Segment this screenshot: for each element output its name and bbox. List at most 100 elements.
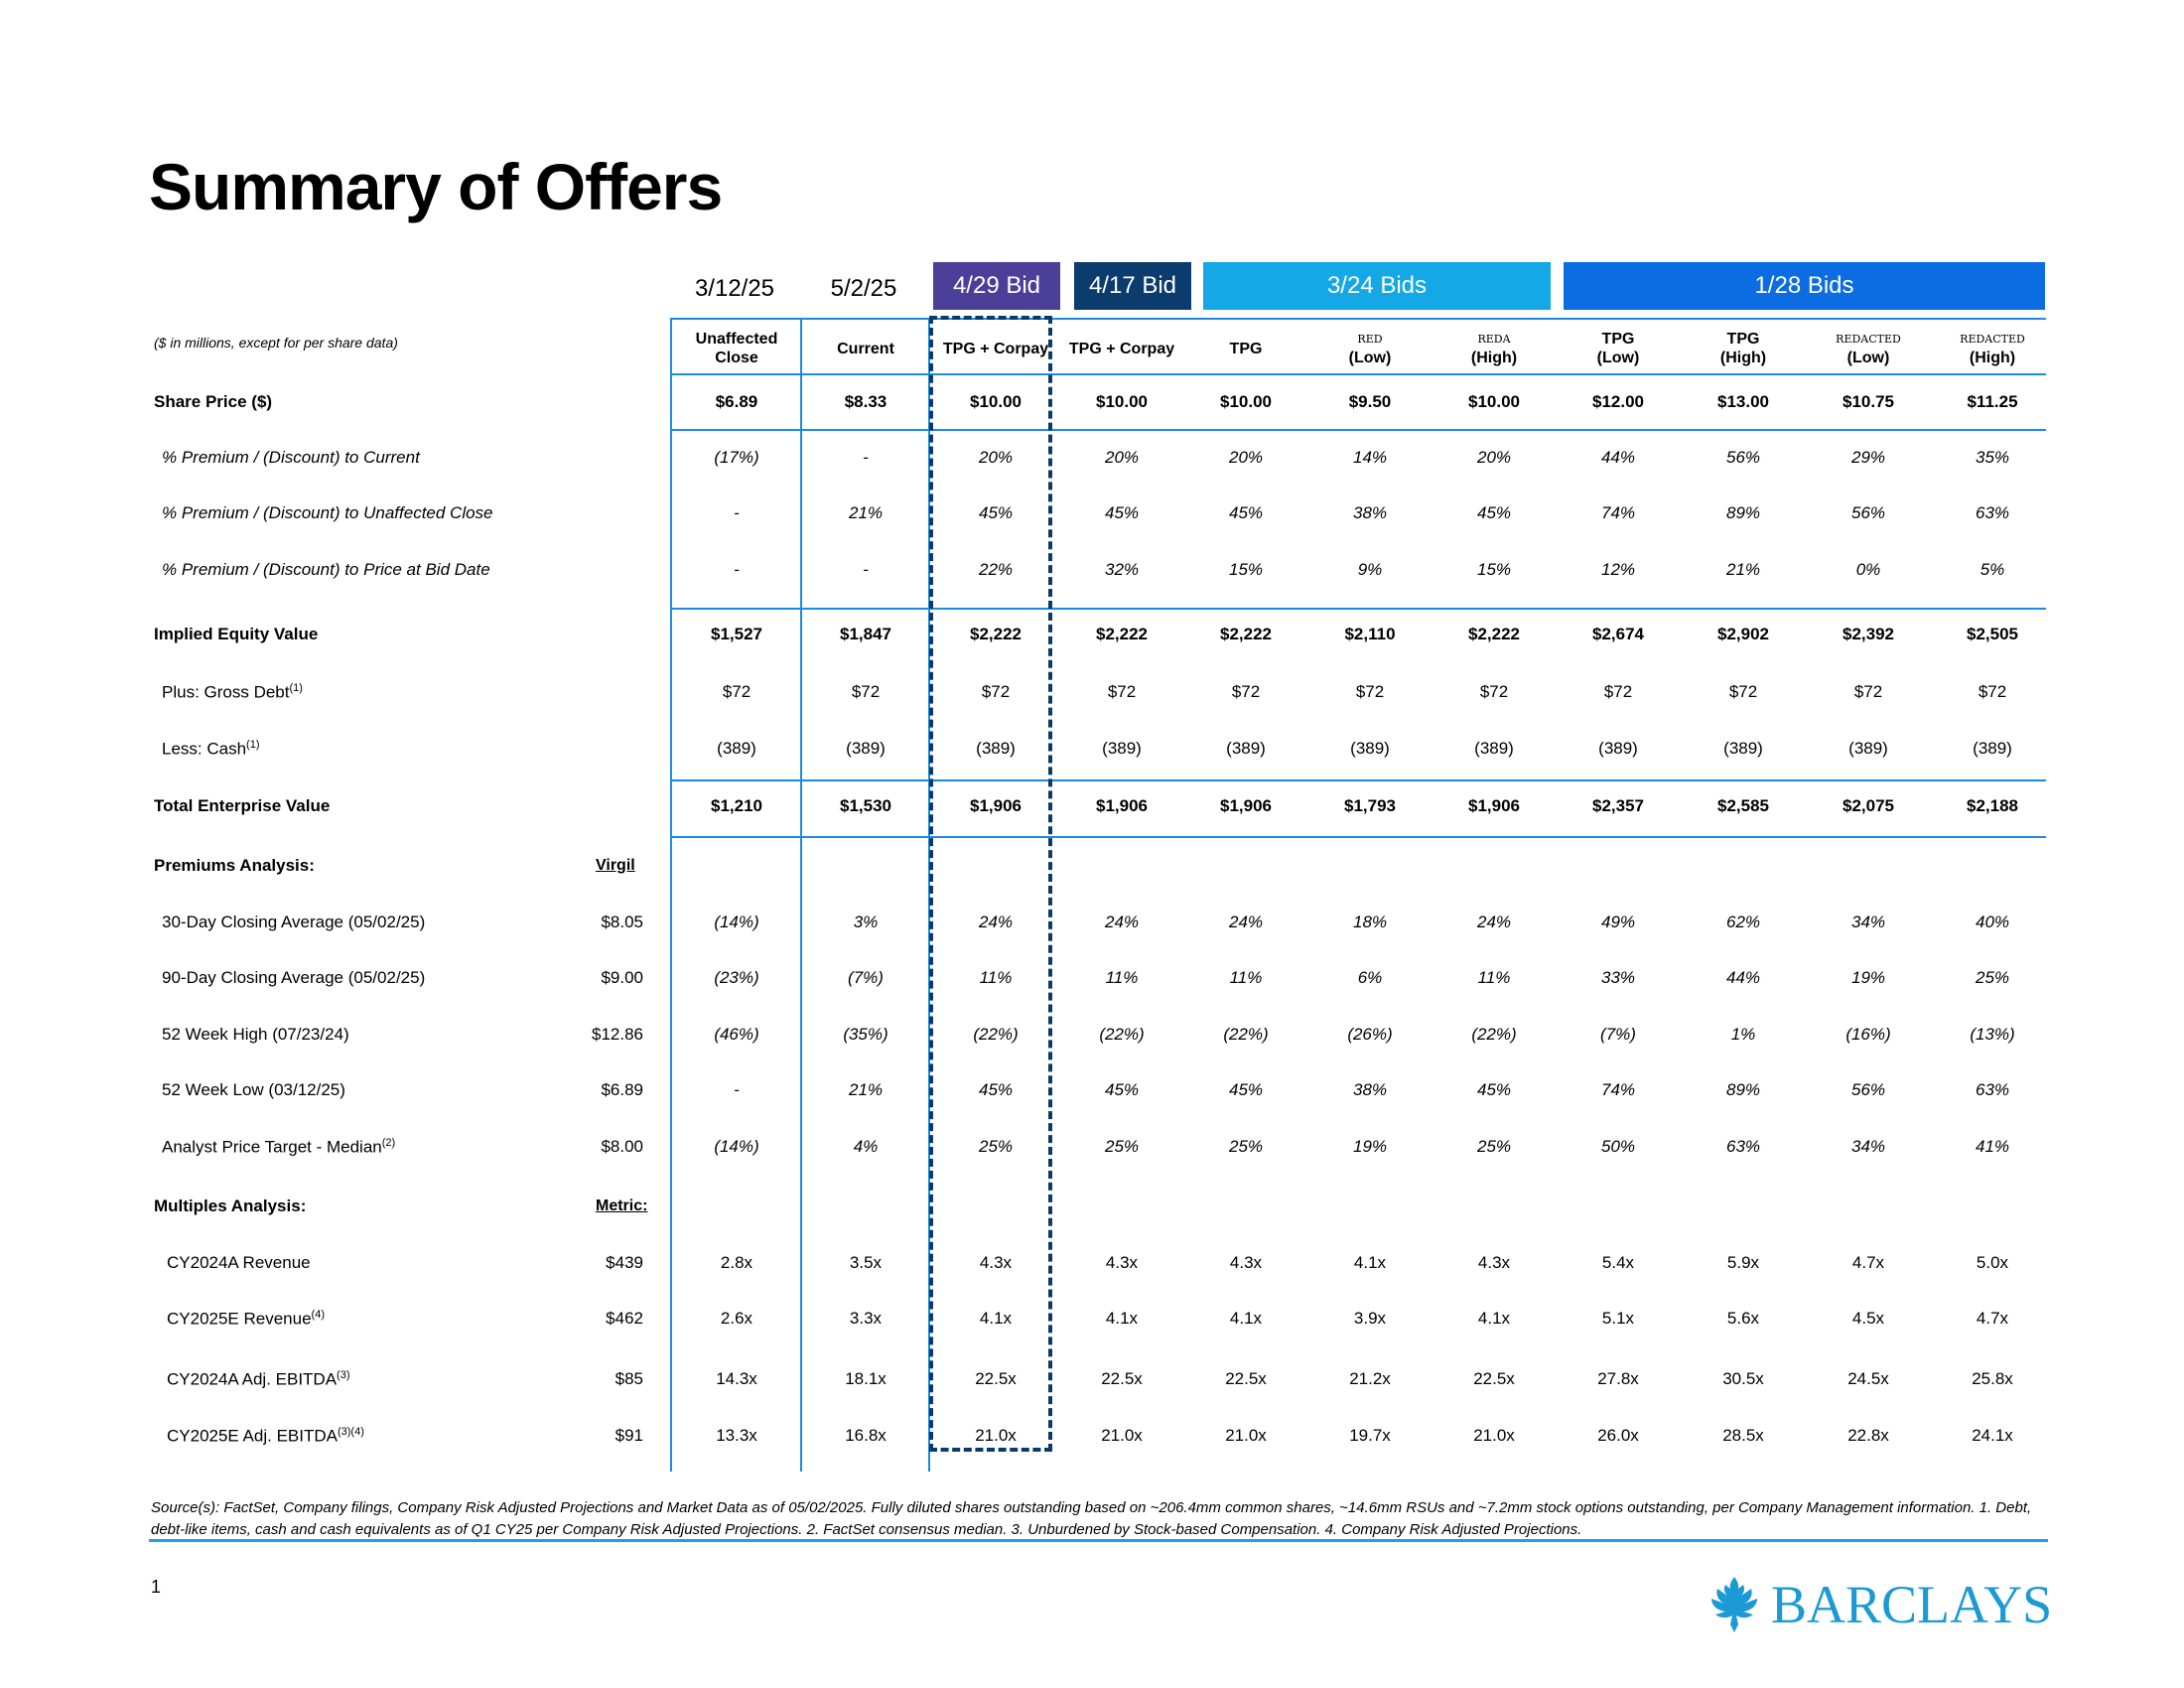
row-label: CY2025E Adj. EBITDA(3)(4): [167, 1426, 364, 1447]
table-cell: 26.0x: [1597, 1426, 1639, 1445]
table-cell: $72: [1479, 682, 1509, 701]
column-header-line2: (Low): [1596, 350, 1640, 366]
table-cell: 21.0x: [1101, 1426, 1143, 1445]
label-equity-value: Implied Equity Value: [154, 625, 319, 643]
rule-top: [670, 318, 2046, 320]
row-metric: $6.89: [601, 1080, 643, 1099]
table-cell: 5.0x: [1976, 1253, 2009, 1272]
table-cell: 11%: [1229, 968, 1263, 987]
table-cell: -: [734, 1080, 740, 1099]
barclays-logo: BARCLAYS: [1706, 1574, 2052, 1635]
row-label-text: CY2024A Revenue: [167, 1253, 311, 1272]
table-cell: $2,075: [1843, 796, 1894, 815]
table-cell: $1,527: [711, 625, 762, 643]
table-cell: 19.7x: [1349, 1426, 1391, 1445]
rule-share-price: [670, 429, 2046, 431]
table-cell: $1,210: [711, 796, 762, 815]
row-label-text: Analyst Price Target - Median: [162, 1137, 382, 1157]
row-label: CY2024A Adj. EBITDA(3): [167, 1369, 350, 1390]
table-cell: $10.00: [1468, 392, 1520, 411]
footnote: Source(s): FactSet, Company filings, Com…: [151, 1499, 2032, 1538]
table-cell: 11%: [1477, 968, 1511, 987]
column-header-line2: (High): [1719, 350, 1767, 366]
table-cell: 25%: [1975, 968, 2010, 987]
table-cell: 45%: [1228, 503, 1264, 522]
table-cell: (389): [1226, 739, 1266, 758]
table-cell: 5%: [1979, 560, 2005, 579]
header-bid-0417: 4/17 Bid: [1074, 262, 1191, 310]
table-cell: $2,222: [970, 625, 1022, 643]
row-metric: $12.86: [592, 1025, 643, 1044]
label-cash: Less: Cash(1): [162, 739, 260, 760]
row-metric: $9.00: [601, 968, 643, 987]
column-header: REDA (High): [1430, 325, 1559, 372]
table-cell: 56%: [1850, 503, 1886, 522]
table-cell: 25%: [1228, 1137, 1264, 1156]
units-note: ($ in millions, except for per share dat…: [154, 335, 398, 351]
label-cash-sup: (1): [246, 739, 260, 751]
table-cell: 41%: [1975, 1137, 2010, 1156]
row-label: 30-Day Closing Average (05/02/25): [162, 913, 425, 932]
table-cell: $10.00: [1096, 392, 1148, 411]
row-label-sup: (4): [311, 1309, 325, 1321]
label-gross-debt: Plus: Gross Debt(1): [162, 682, 303, 703]
table-cell: 21%: [848, 503, 884, 522]
table-cell: $2,674: [1592, 625, 1644, 643]
label-prem-bid-date: % Premium / (Discount) to Price at Bid D…: [162, 560, 490, 579]
table-cell: 4.3x: [979, 1253, 1013, 1272]
table-cell: 19%: [1352, 1137, 1388, 1156]
table-cell: $8.33: [844, 392, 887, 411]
table-cell: 24%: [1476, 913, 1512, 931]
table-cell: 11%: [979, 968, 1013, 987]
table-cell: $2,110: [1344, 625, 1396, 643]
table-cell: $72: [722, 682, 751, 701]
rule-cash: [670, 779, 2046, 781]
table-cell: $11.25: [1967, 392, 2018, 411]
label-tev: Total Enterprise Value: [154, 796, 331, 815]
row-metric: $91: [614, 1426, 643, 1445]
table-cell: 21.0x: [1473, 1426, 1515, 1445]
column-header: TPG (Low): [1554, 325, 1683, 372]
table-cell: (14%): [714, 913, 759, 931]
table-cell: (22%): [973, 1025, 1019, 1044]
table-cell: $2,222: [1096, 625, 1148, 643]
table-cell: $72: [851, 682, 881, 701]
table-cell: 2.8x: [720, 1253, 753, 1272]
table-cell: 63%: [1975, 1080, 2010, 1099]
page-title: Summary of Offers: [149, 150, 723, 223]
table-cell: 25%: [1104, 1137, 1140, 1156]
column-header-line2: (Low): [1348, 350, 1392, 366]
column-header-line1: TPG: [1601, 331, 1635, 348]
table-cell: 9%: [1357, 560, 1383, 579]
table-cell: 63%: [1725, 1137, 1761, 1156]
row-label: Analyst Price Target - Median(2): [162, 1137, 395, 1158]
table-cell: 3%: [853, 913, 879, 931]
table-cell: 2.6x: [720, 1309, 753, 1328]
row-label: 52 Week High (07/23/24): [162, 1025, 349, 1045]
table-cell: 74%: [1600, 503, 1636, 522]
table-cell: 13.3x: [716, 1426, 757, 1445]
table-cell: 24.5x: [1847, 1369, 1889, 1388]
table-cell: 45%: [1228, 1080, 1264, 1099]
table-cell: 4.1x: [1477, 1309, 1511, 1328]
table-cell: 24.1x: [1972, 1426, 2013, 1445]
table-cell: (16%): [1845, 1025, 1891, 1044]
header-unaffected-date: 3/12/25: [694, 275, 775, 302]
table-cell: 24%: [1228, 913, 1264, 931]
column-header: Unaffected Close: [672, 325, 801, 372]
table-cell: $72: [1978, 682, 2007, 701]
table-cell: (23%): [714, 968, 759, 987]
table-cell: 25.8x: [1972, 1369, 2013, 1388]
row-metric: $85: [614, 1369, 643, 1388]
row-label-sup: (3): [337, 1369, 350, 1381]
table-cell: $72: [1231, 682, 1261, 701]
table-cell: 27.8x: [1597, 1369, 1639, 1388]
table-cell: 19%: [1850, 968, 1886, 987]
table-cell: 21.2x: [1349, 1369, 1391, 1388]
table-cell: 1%: [1730, 1025, 1756, 1044]
table-cell: (389): [1598, 739, 1638, 758]
table-cell: 20%: [1228, 448, 1264, 467]
column-header-line1: TPG: [1229, 340, 1263, 357]
table-cell: (46%): [714, 1025, 759, 1044]
table-cell: -: [863, 560, 869, 579]
